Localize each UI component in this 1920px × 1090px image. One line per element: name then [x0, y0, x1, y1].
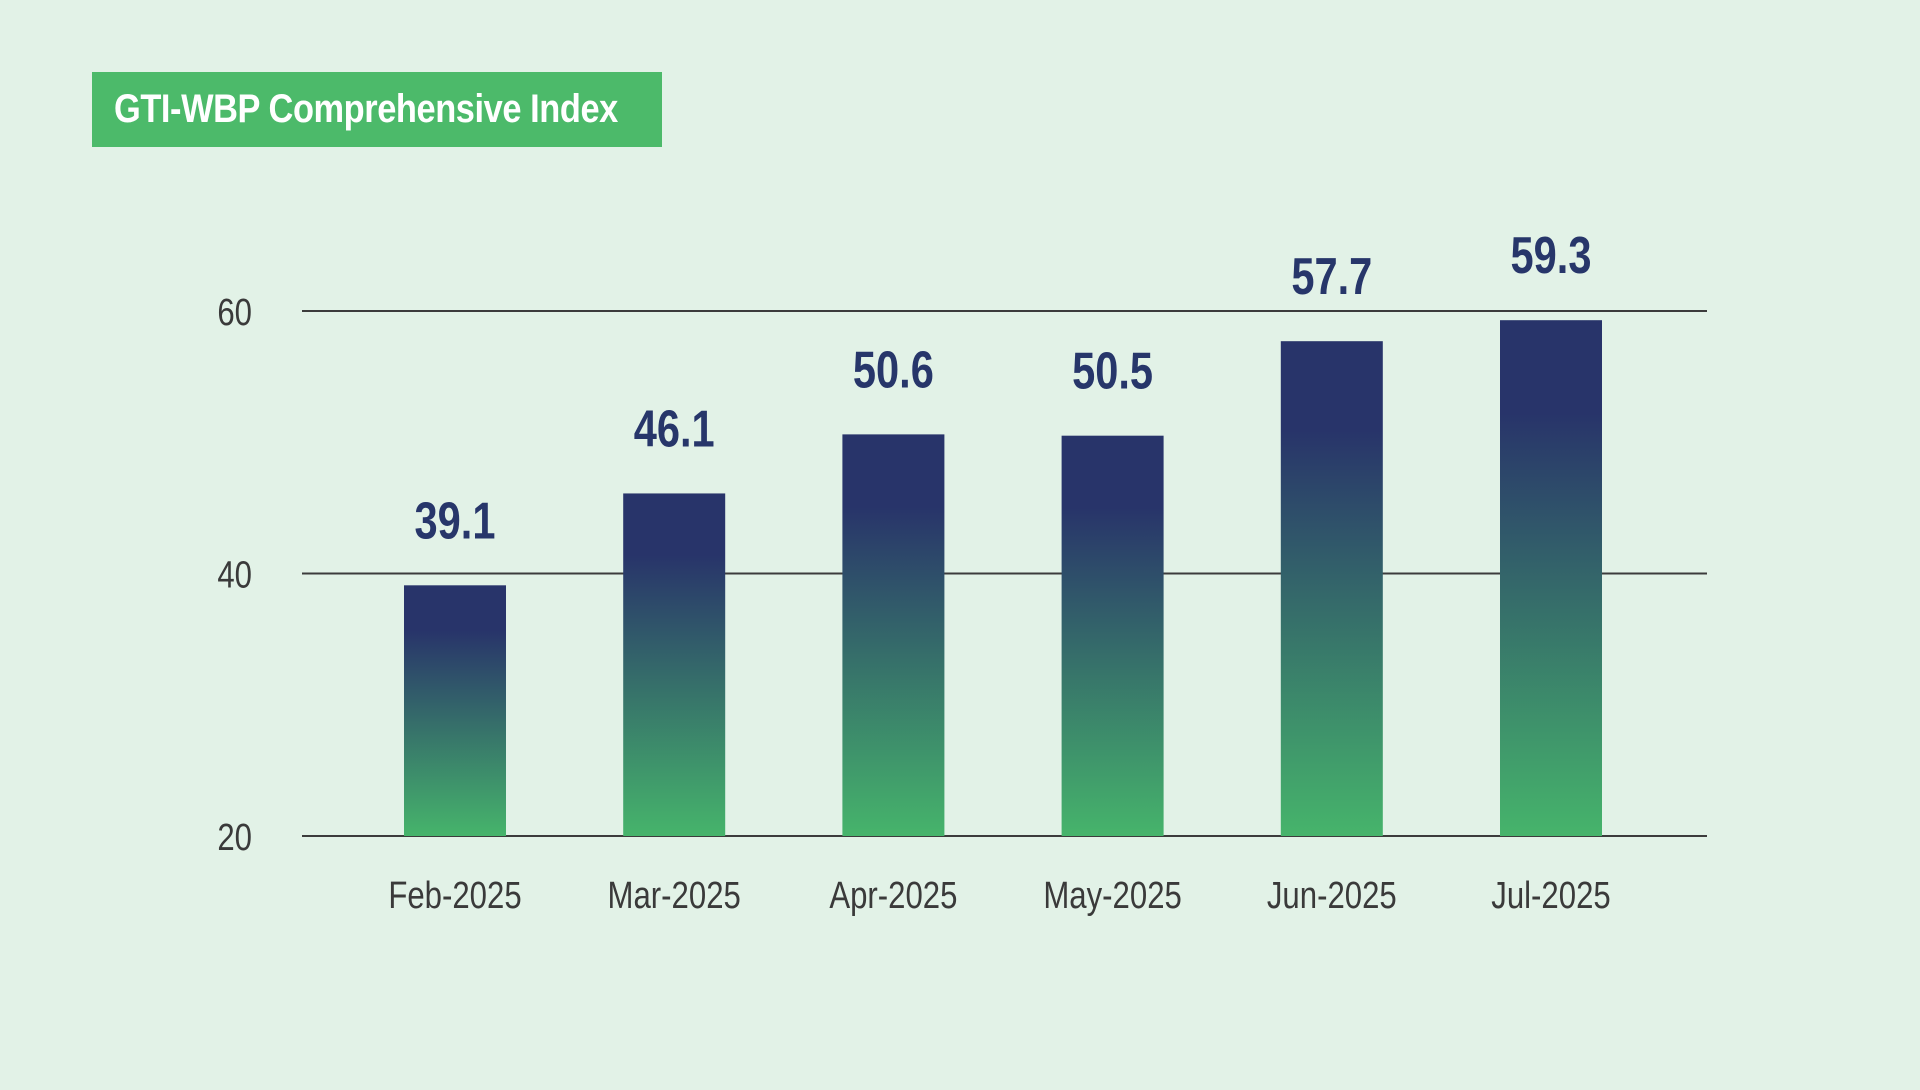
gridlines: [302, 310, 1707, 837]
chart-title-badge: GTI-WBP Comprehensive Index: [92, 72, 662, 147]
bar-Mar-2025: [623, 493, 726, 836]
value-label: 59.3: [1511, 226, 1592, 285]
bar-May-2025: [1061, 435, 1164, 836]
value-label: 39.1: [415, 491, 496, 550]
value-label: 50.6: [853, 340, 934, 399]
value-label: 46.1: [634, 399, 715, 458]
bar-Apr-2025: [842, 434, 945, 836]
chart-title: GTI-WBP Comprehensive Index: [114, 87, 618, 131]
x-tick-label: Jun-2025: [1267, 875, 1397, 917]
bars: [404, 320, 1602, 836]
labels: 20 40 60 39.1 Feb-2025 46.1 Mar-2025 50.6 Apr-20…: [217, 226, 1610, 917]
y-tick-label: 40: [217, 555, 252, 597]
y-tick-label: 20: [217, 817, 252, 859]
x-tick-label: Mar-2025: [608, 875, 741, 917]
value-label: 57.7: [1291, 247, 1372, 306]
y-tick-label: 60: [217, 292, 252, 334]
bar-Jun-2025: [1280, 341, 1383, 836]
value-label: 50.5: [1072, 341, 1153, 400]
bar-Jul-2025: [1500, 320, 1602, 836]
x-tick-label: Feb-2025: [388, 875, 521, 917]
x-tick-label: May-2025: [1043, 875, 1182, 917]
x-tick-label: Jul-2025: [1491, 875, 1610, 917]
bar-Feb-2025: [404, 585, 506, 836]
x-tick-label: Apr-2025: [829, 875, 957, 917]
